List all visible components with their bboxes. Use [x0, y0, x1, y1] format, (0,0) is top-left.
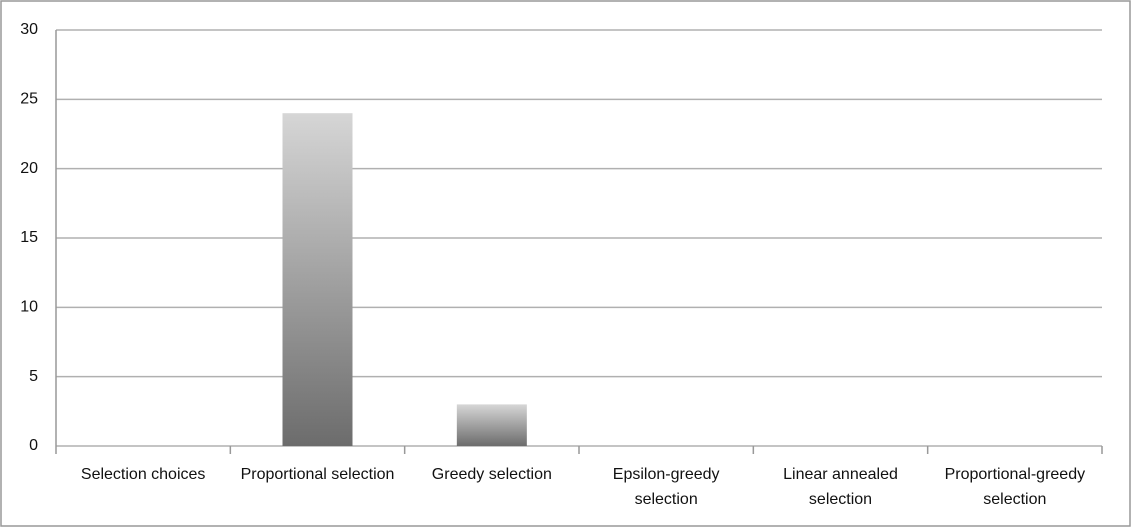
y-tick-label: 20	[20, 160, 38, 177]
x-tick-label: Proportional-greedy selection	[944, 466, 1086, 508]
y-tick-label: 30	[20, 21, 38, 38]
y-tick-label: 0	[29, 437, 38, 454]
x-tick-label: Proportional selection	[240, 466, 395, 483]
y-tick-label: 25	[20, 91, 38, 108]
bar	[456, 404, 527, 446]
x-tick-label: Epsilon-greedy selection	[612, 466, 720, 508]
x-tick-label: Linear annealed selection	[783, 466, 898, 508]
y-tick-label: 15	[20, 229, 38, 246]
bar	[282, 113, 353, 446]
y-tick-label: 10	[20, 299, 38, 316]
y-tick-label: 5	[29, 368, 38, 385]
x-tick-label: Greedy selection	[431, 466, 552, 483]
x-tick-label: Selection choices	[80, 466, 206, 483]
